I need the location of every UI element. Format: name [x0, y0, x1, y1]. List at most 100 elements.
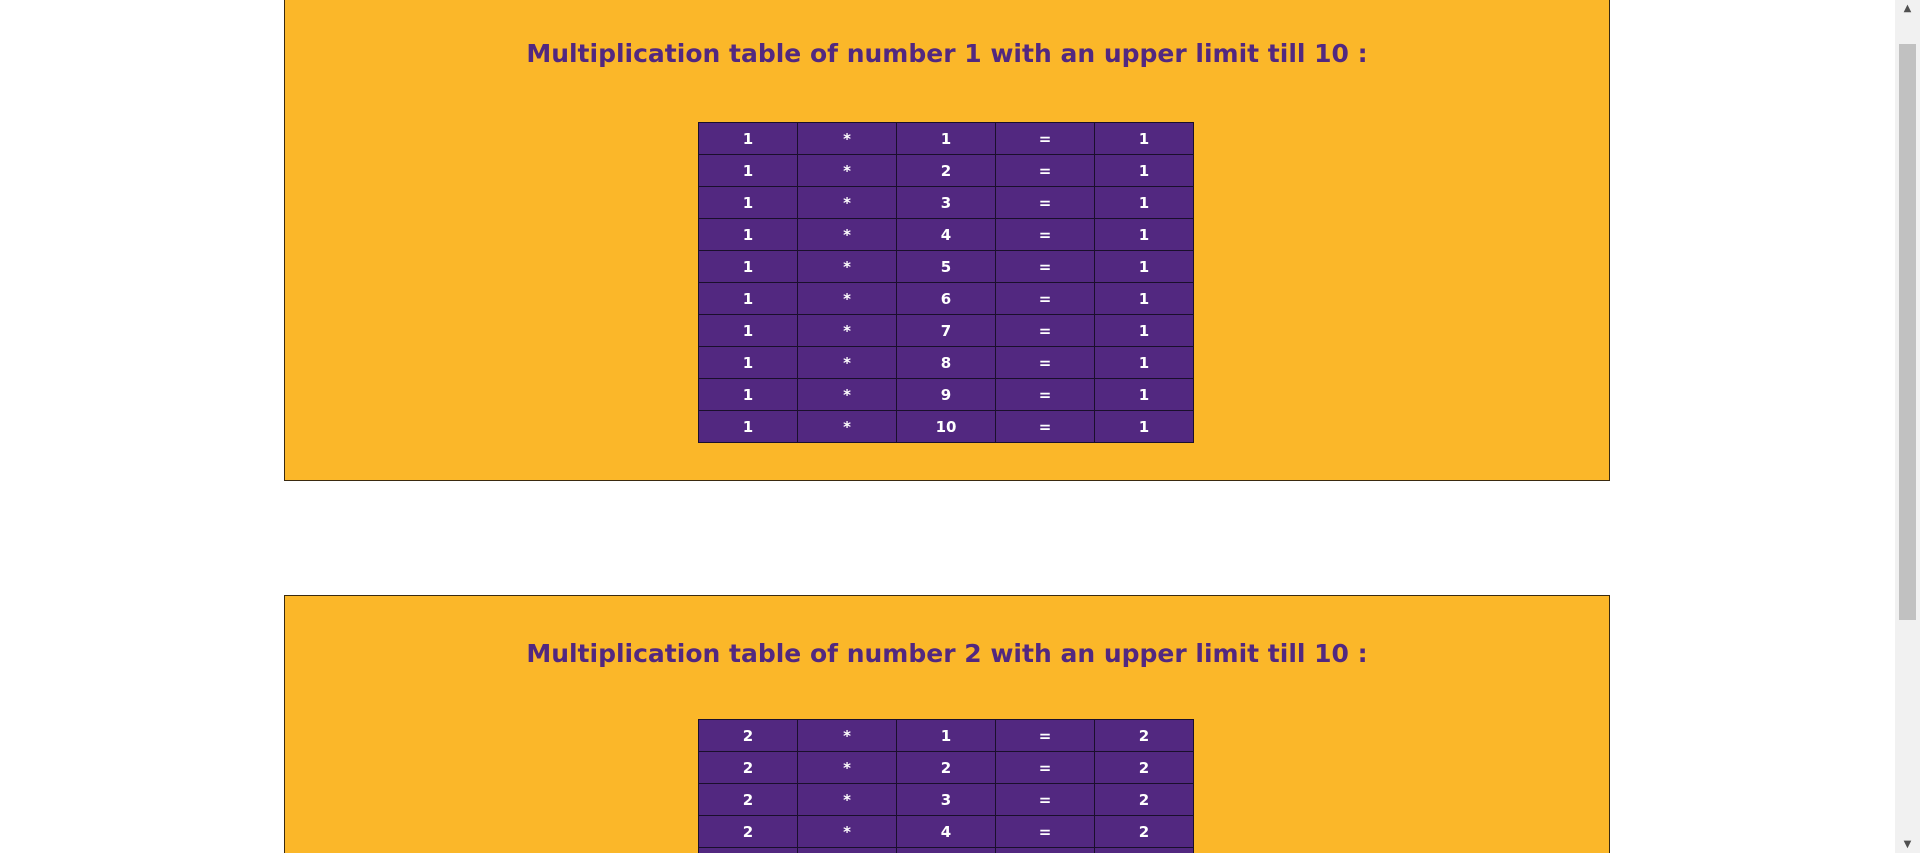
table-cell: 1 — [698, 346, 798, 379]
table-cell: * — [797, 751, 897, 784]
table-cell: 2 — [698, 815, 798, 848]
scroll-up-arrow-icon[interactable]: ▲ — [1903, 3, 1912, 14]
table-cell: 7 — [896, 314, 996, 347]
table-cell: 3 — [896, 783, 996, 816]
table-cell: * — [797, 122, 897, 155]
table-cell: 1 — [698, 186, 798, 219]
table-cell: 6 — [896, 282, 996, 315]
multiplication-table-1: 1 * 1 = 1 1 * 2 = 1 1 * 3 = 1 1 * 4 = 1 1 * 5 = 1 1 * 6 = 1 1 * 7 = 1 1 * 8 = 1… — [698, 122, 1194, 443]
table-cell: 5 — [896, 250, 996, 283]
table-cell: 1 — [1094, 186, 1194, 219]
table-cell: 1 — [698, 122, 798, 155]
table-row: 1 * 2 = 1 — [698, 154, 1194, 187]
table-cell: * — [797, 186, 897, 219]
table-cell: 2 — [1094, 815, 1194, 848]
table-cell: 1 — [1094, 346, 1194, 379]
table-cell: * — [797, 314, 897, 347]
table-row: 2*5=2 — [698, 847, 1194, 853]
table-row: 1 * 8 = 1 — [698, 346, 1194, 379]
table-cell: = — [995, 122, 1095, 155]
table-cell: = — [995, 719, 1095, 752]
table-cell: 5 — [896, 847, 996, 853]
table-cell: 1 — [698, 410, 798, 443]
table-row: 2 * 2 = 2 — [698, 751, 1194, 784]
vertical-scrollbar[interactable]: ▲ ▼ — [1895, 0, 1920, 853]
multiplication-table-2: 2*1=22*2=22*3=22*4=22*5=2 — [698, 719, 1194, 853]
table-cell: = — [995, 186, 1095, 219]
table-cell: = — [995, 410, 1095, 443]
table-cell: 1 — [1094, 218, 1194, 251]
table-row: 1 * 1 = 1 — [698, 122, 1194, 155]
table-cell: 1 — [1094, 282, 1194, 315]
table-cell: = — [995, 250, 1095, 283]
table-cell: 2 — [698, 783, 798, 816]
table-cell: = — [995, 783, 1095, 816]
table-cell: * — [797, 346, 897, 379]
table-cell: 1 — [1094, 250, 1194, 283]
table-cell: 1 — [1094, 122, 1194, 155]
table-cell: = — [995, 218, 1095, 251]
table-row: 2 * 3 = 2 — [698, 783, 1194, 816]
table-cell: 2 — [896, 751, 996, 784]
table-cell: 2 — [1094, 751, 1194, 784]
table-cell: * — [797, 378, 897, 411]
table-row: 1 * 4 = 1 — [698, 218, 1194, 251]
table-row: 1 * 10 = 1 — [698, 410, 1194, 443]
table-cell: 1 — [698, 314, 798, 347]
table-cell: = — [995, 847, 1095, 853]
table-row: 1 * 3 = 1 — [698, 186, 1194, 219]
table-row: 2 * 1 = 2 — [698, 719, 1194, 752]
table-cell: 8 — [896, 346, 996, 379]
table-cell: = — [995, 154, 1095, 187]
table-cell: * — [797, 250, 897, 283]
table-cell: 1 — [698, 250, 798, 283]
table-cell: * — [797, 815, 897, 848]
table-row: 1 * 6 = 1 — [698, 282, 1194, 315]
table-cell: 1 — [896, 122, 996, 155]
table-cell: 3 — [896, 186, 996, 219]
table-cell: 10 — [896, 410, 996, 443]
table-cell: 1 — [896, 719, 996, 752]
table-cell: * — [797, 218, 897, 251]
table-cell: 2 — [1094, 783, 1194, 816]
table-row: 1 * 5 = 1 — [698, 250, 1194, 283]
table-cell: 1 — [698, 378, 798, 411]
table-cell: * — [797, 410, 897, 443]
table-cell: 2 — [698, 719, 798, 752]
table-cell: = — [995, 314, 1095, 347]
table-cell: * — [797, 783, 897, 816]
table-row: 1 * 7 = 1 — [698, 314, 1194, 347]
table-row: 1 * 9 = 1 — [698, 378, 1194, 411]
table-cell: = — [995, 378, 1095, 411]
table-cell: 9 — [896, 378, 996, 411]
table-cell: = — [995, 282, 1095, 315]
scrollbar-thumb[interactable] — [1899, 44, 1916, 620]
table-row: 2 * 4 = 2 — [698, 815, 1194, 848]
multiplication-panel-2: Multiplication table of number 2 with an… — [284, 595, 1610, 853]
table-cell: * — [797, 719, 897, 752]
table-cell: 2 — [1094, 847, 1194, 853]
table-cell: * — [797, 154, 897, 187]
scroll-down-arrow-icon[interactable]: ▼ — [1903, 839, 1912, 850]
table-cell: * — [797, 282, 897, 315]
table-cell: 2 — [698, 847, 798, 853]
table-cell: 1 — [1094, 154, 1194, 187]
table-cell: 1 — [698, 282, 798, 315]
table-cell: 1 — [1094, 410, 1194, 443]
table-cell: 2 — [698, 751, 798, 784]
table-cell: = — [995, 346, 1095, 379]
table-cell: * — [797, 847, 897, 853]
table-cell: 4 — [896, 815, 996, 848]
multiplication-panel-1: Multiplication table of number 1 with an… — [284, 0, 1610, 481]
table-cell: 1 — [698, 218, 798, 251]
table-cell: 2 — [1094, 719, 1194, 752]
table-cell: 1 — [1094, 314, 1194, 347]
panel-title: Multiplication table of number 2 with an… — [526, 639, 1368, 668]
table-cell: = — [995, 751, 1095, 784]
table-cell: 4 — [896, 218, 996, 251]
table-cell: 1 — [698, 154, 798, 187]
table-cell: 2 — [896, 154, 996, 187]
panel-title: Multiplication table of number 1 with an… — [526, 39, 1368, 68]
table-cell: 1 — [1094, 378, 1194, 411]
